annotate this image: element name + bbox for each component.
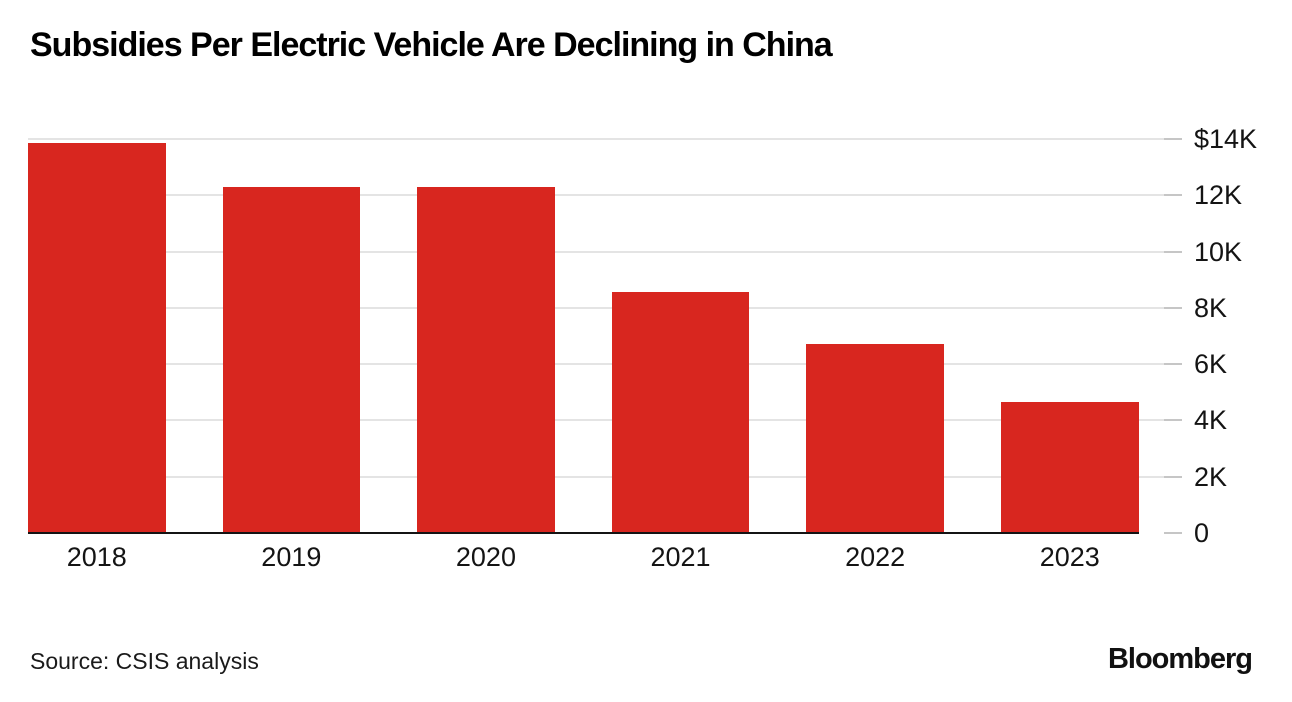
x-axis-label-2020: 2020 — [455, 542, 516, 572]
gridline-8K — [28, 306, 1164, 309]
y-axis-tick-10K — [1164, 250, 1182, 253]
x-axis-label-2022: 2022 — [845, 542, 906, 572]
gridline-2K — [28, 475, 1164, 478]
x-axis-label-2019: 2019 — [261, 542, 322, 572]
y-axis-tick-4K — [1164, 419, 1182, 422]
x-axis-label-2021: 2021 — [650, 542, 711, 572]
y-axis-label-8K: 8K — [1194, 292, 1228, 323]
y-axis-tick-2K — [1164, 475, 1182, 478]
y-axis-tick-6K — [1164, 363, 1182, 366]
y-axis-tick-0 — [1164, 532, 1182, 534]
y-axis-label-2K: 2K — [1194, 461, 1228, 492]
source-note: Source: CSIS analysis — [30, 648, 259, 674]
y-axis-label-6K: 6K — [1194, 349, 1228, 380]
y-axis-label-10K: 10K — [1194, 236, 1243, 267]
x-axis-baseline — [28, 532, 1139, 534]
y-axis-label-14K: $14K — [1194, 124, 1258, 154]
bar-2019 — [222, 186, 361, 533]
gridline-10K — [28, 250, 1164, 253]
bloomberg-logo: Bloomberg — [1107, 643, 1253, 675]
bar-2023 — [1001, 402, 1139, 533]
x-axis-label-2023: 2023 — [1039, 542, 1100, 572]
bar-2022 — [806, 344, 944, 533]
bar-2018 — [28, 142, 166, 533]
gridline-14K — [28, 138, 1164, 140]
y-axis-label-4K: 4K — [1194, 405, 1228, 436]
chart-title: Subsidies Per Electric Vehicle Are Decli… — [30, 26, 833, 64]
gridline-6K — [28, 363, 1164, 366]
y-axis-tick-14K — [1164, 138, 1182, 140]
y-axis-tick-8K — [1164, 306, 1182, 309]
y-axis-tick-12K — [1164, 194, 1182, 197]
gridline-4K — [28, 419, 1164, 422]
x-axis-label-2018: 2018 — [66, 542, 127, 572]
gridline-12K — [28, 194, 1164, 197]
bar-2020 — [417, 186, 555, 533]
y-axis-label-0: 0 — [1194, 518, 1210, 548]
y-axis-label-12K: 12K — [1194, 180, 1243, 211]
bar-2021 — [611, 292, 750, 533]
